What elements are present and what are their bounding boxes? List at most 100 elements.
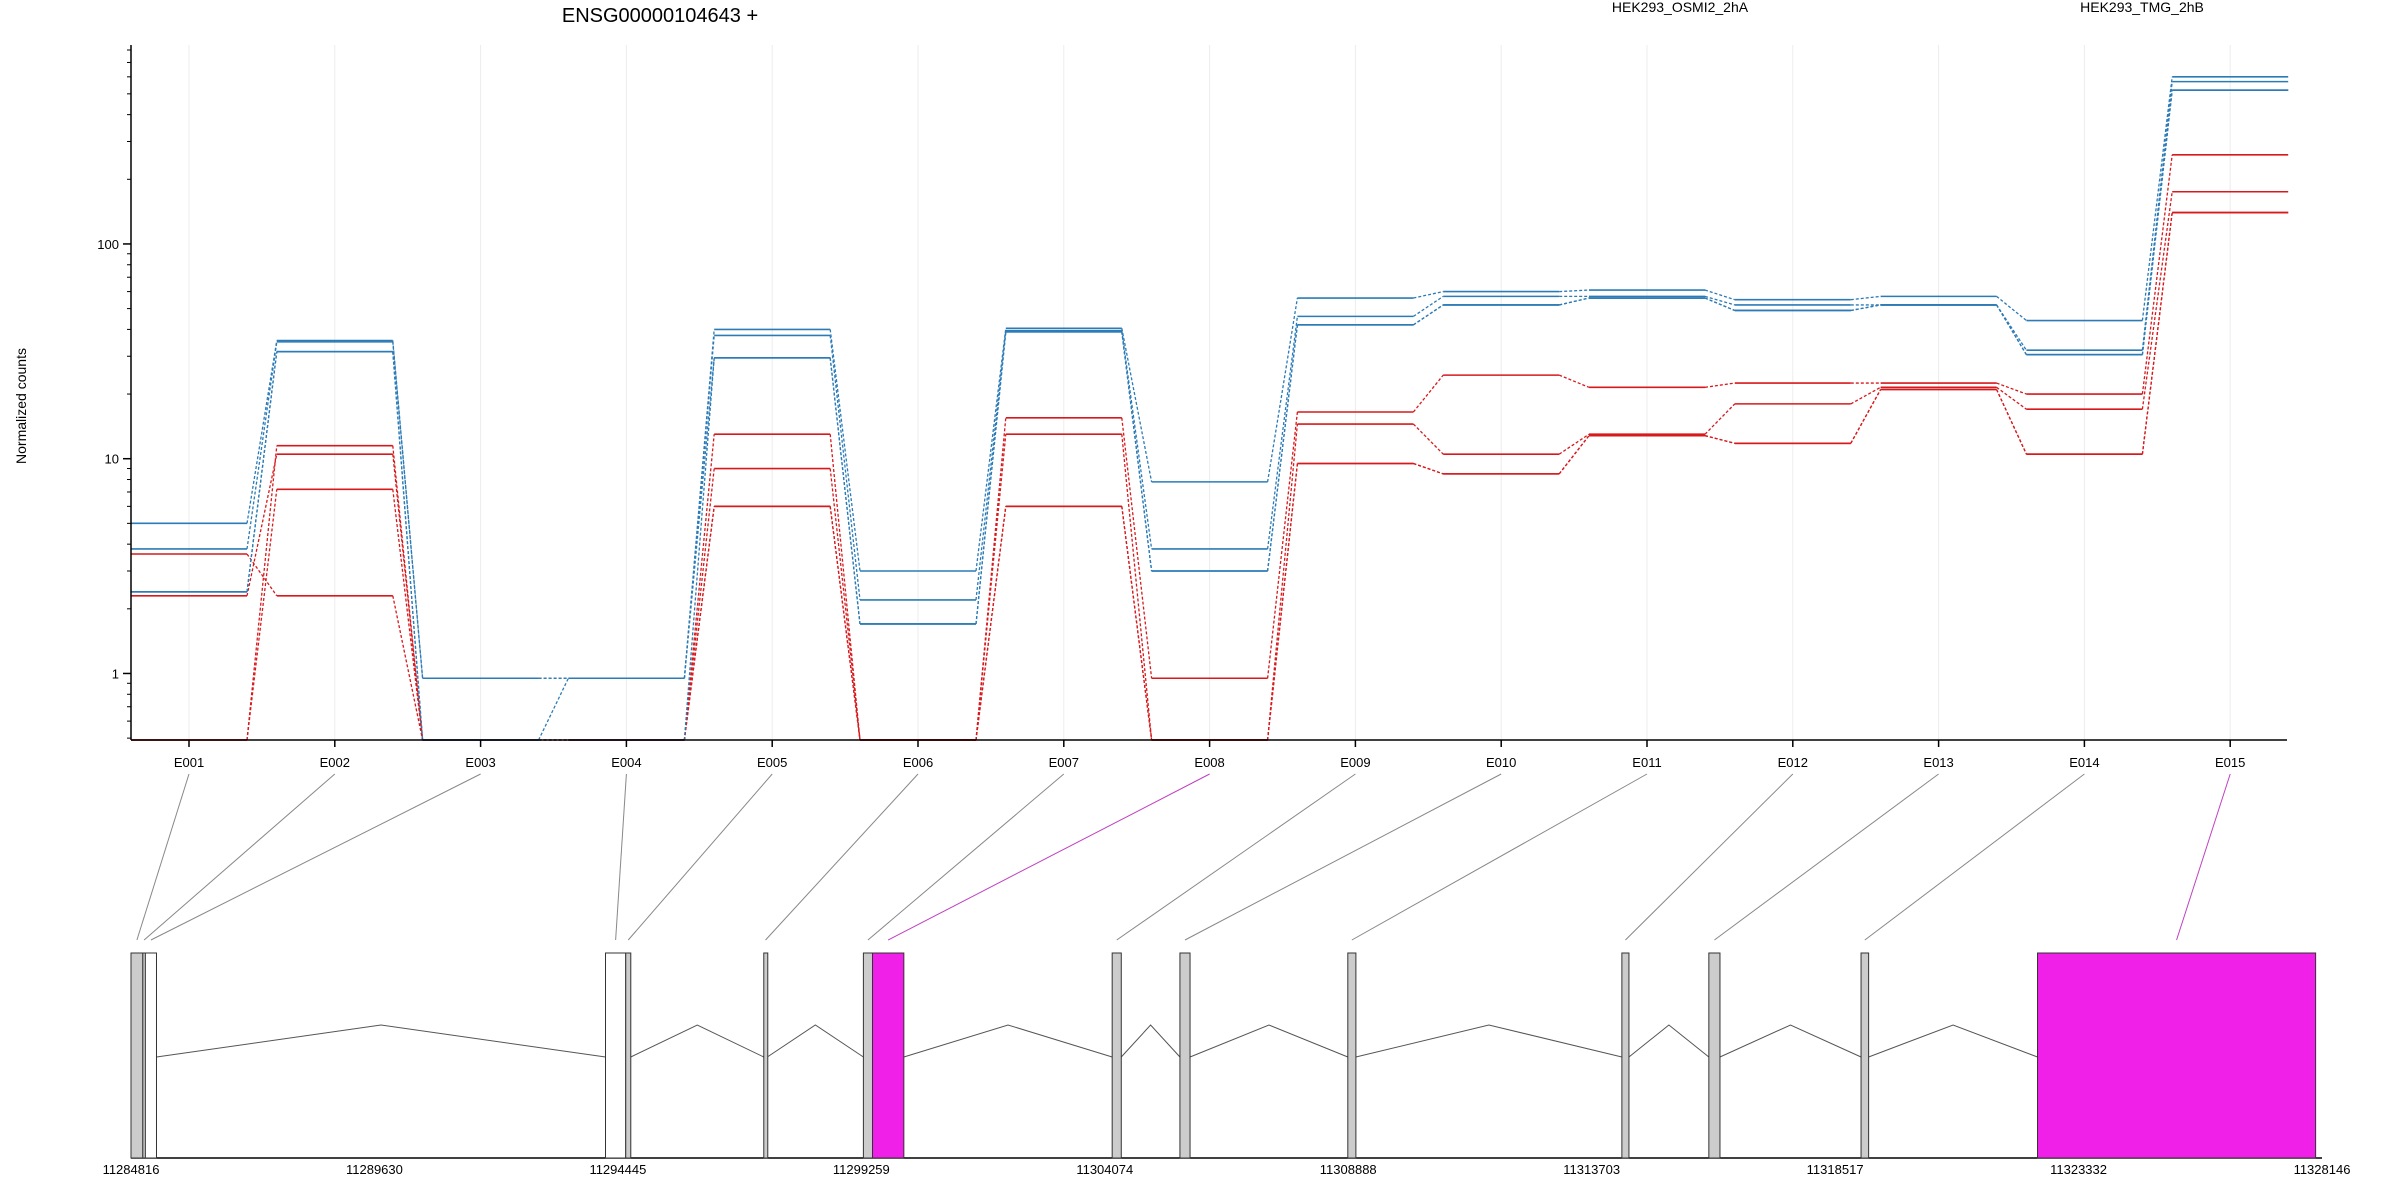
- series-4-link-7: [1266, 297, 1299, 482]
- series-1-link-4: [829, 468, 861, 741]
- series-4-link-8: [1413, 290, 1444, 299]
- y-tick-label-1: 1: [112, 666, 119, 681]
- intron-4: [630, 1024, 764, 1058]
- series-2-link-0: [246, 489, 278, 741]
- connector-E005: [627, 773, 773, 941]
- connector-E003: [150, 773, 481, 941]
- connector-E014: [1864, 773, 2085, 941]
- series-7-link-0: [246, 351, 278, 592]
- series-0-link-1: [392, 595, 424, 741]
- exon-box-E014: [1860, 952, 1870, 1159]
- series-1-link-12: [1996, 386, 2027, 410]
- x-tick-label-E007: E007: [1049, 755, 1079, 770]
- series-1-link-13: [2141, 191, 2173, 410]
- connector-E010: [1184, 773, 1502, 941]
- series-0-link-13: [2141, 154, 2173, 395]
- series-1-link-7: [1266, 423, 1299, 741]
- y-tick-label-100: 100: [97, 237, 119, 252]
- series-4-link-0: [246, 340, 278, 524]
- exon-box-E013: [1708, 952, 1721, 1159]
- series-1-link-5: [975, 434, 1007, 741]
- series-0-link-6: [1121, 417, 1153, 679]
- series-3-link-6: [1121, 506, 1153, 741]
- exon-box-E012: [1621, 952, 1630, 1159]
- genome-tick-label-2: 11294445: [589, 1162, 646, 1177]
- series-6-link-3: [683, 357, 715, 679]
- series-4-link-9: [1559, 289, 1590, 293]
- series-7-link-8: [1413, 304, 1444, 326]
- series-5-link-12: [1996, 304, 2027, 351]
- series-7-link-5: [975, 331, 1007, 625]
- series-5-link-7: [1266, 316, 1299, 550]
- series-0-link-8: [1412, 374, 1444, 413]
- series-3-link-10: [1704, 435, 1735, 444]
- series-4-link-10: [1704, 289, 1736, 301]
- connector-E013: [1714, 773, 1939, 941]
- exon-box-E003: [144, 952, 157, 1159]
- series-3-link-7: [1266, 463, 1299, 741]
- y-axis-label: Normalized counts: [13, 348, 29, 464]
- y-tick-label-10: 10: [105, 452, 119, 467]
- series-1-link-1: [392, 454, 424, 741]
- series-1-link-8: [1412, 423, 1444, 455]
- gene-model: 11284816 11289630 11294445 11299259 11304074…: [103, 952, 2351, 1177]
- x-tick-label-E012: E012: [1778, 755, 1808, 770]
- series-4-link-11: [1850, 295, 1881, 301]
- connector-E012: [1625, 773, 1794, 941]
- exon-box-E005: [625, 952, 632, 1159]
- series-1-link-0: [246, 454, 278, 596]
- x-tick-label-E014: E014: [2069, 755, 2099, 770]
- x-tick-label-E015: E015: [2215, 755, 2245, 770]
- series-7-link-1: [392, 351, 424, 741]
- exon-box-E006: [763, 952, 769, 1159]
- series-7-link-6: [1121, 331, 1153, 572]
- connector-E002: [143, 773, 336, 941]
- x-tick-label-E005: E005: [757, 755, 787, 770]
- x-tick-label-E001: E001: [174, 755, 204, 770]
- intron-2: [156, 1024, 606, 1058]
- intron-8: [1120, 1024, 1181, 1058]
- x-tick-label-E003: E003: [465, 755, 495, 770]
- exon-box-E010: [1179, 952, 1191, 1159]
- x-tick-label-E013: E013: [1923, 755, 1953, 770]
- series-5-link-1: [392, 341, 424, 679]
- exon-connectors: [136, 773, 2231, 941]
- legend-label-tmg: HEK293_TMG_2hB: [2080, 0, 2204, 15]
- series-7-link-13: [2141, 90, 2173, 355]
- connector-E004: [615, 773, 627, 941]
- connector-E009: [1116, 773, 1356, 941]
- series-3-link-5: [975, 506, 1007, 741]
- series-0-link-10: [1704, 382, 1735, 388]
- x-tick-label-E002: E002: [320, 755, 350, 770]
- intron-11: [1628, 1024, 1710, 1058]
- grid-lines: [188, 45, 2231, 740]
- series-3-link-1: [392, 445, 424, 741]
- x-tick-label-E004: E004: [611, 755, 641, 770]
- axes: 1 10 100 E001 E002 E003 E004 E005 E006 E007 E008 E0…: [97, 45, 2287, 770]
- series-4-link-5: [975, 328, 1007, 572]
- x-tick-label-E008: E008: [1194, 755, 1224, 770]
- series-5-link-0: [246, 341, 278, 550]
- connector-E001: [136, 773, 190, 941]
- series-3-link-3: [683, 506, 715, 741]
- intron-9: [1189, 1024, 1348, 1058]
- series-7-link-7: [1266, 324, 1299, 572]
- series-5-link-4: [829, 335, 861, 601]
- series-0-link-12: [1996, 382, 2027, 395]
- genome-tick-label-7: 11318517: [1807, 1162, 1864, 1177]
- x-tick-label-E006: E006: [903, 755, 933, 770]
- genome-tick-label-9: 11328146: [2294, 1162, 2351, 1177]
- genome-tick-label-5: 11308888: [1320, 1162, 1377, 1177]
- series-2-link-1: [392, 489, 424, 741]
- genome-tick-label-0: 11284816: [103, 1162, 160, 1177]
- series-7-link-12: [1996, 304, 2027, 356]
- series-3-link-11: [1850, 389, 1882, 444]
- series-1-link-11: [1850, 386, 1881, 405]
- series-7-link-11: [1850, 304, 1881, 312]
- connector-E007: [867, 773, 1065, 941]
- chart-title: ENSG00000104643 +: [562, 5, 758, 27]
- series-0-link-9: [1558, 374, 1590, 388]
- series-0-link-5: [975, 417, 1007, 741]
- legend-label-osmi: HEK293_OSMI2_2hA: [1612, 0, 1749, 15]
